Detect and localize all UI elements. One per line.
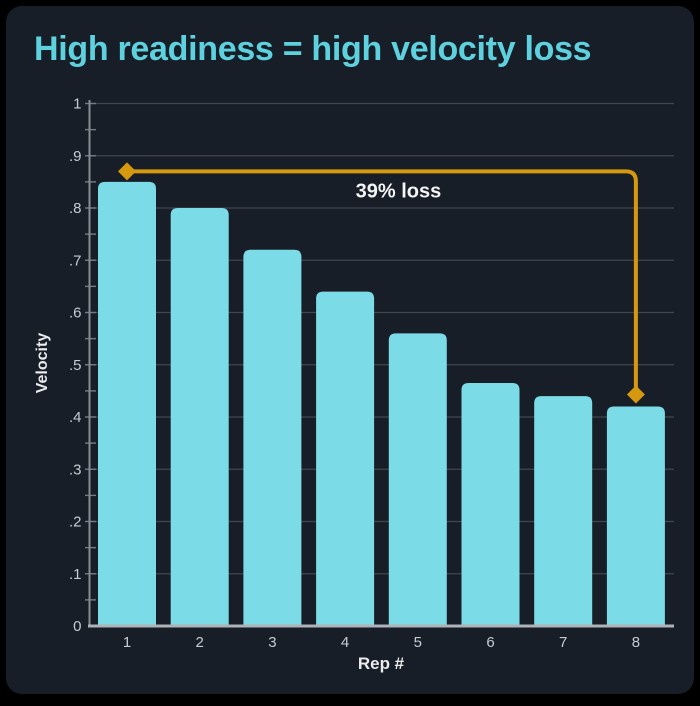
y-tick-label: .6	[69, 305, 82, 322]
chart-card: High readiness = high velocity loss 0 .1.…	[6, 6, 694, 694]
x-tick-label: 2	[196, 634, 204, 651]
bar-rep-5	[388, 333, 447, 626]
bar-rep-4	[316, 291, 375, 626]
y-tick-label: .4	[69, 409, 82, 426]
x-tick-label: 8	[632, 634, 640, 651]
x-tick-label: 4	[341, 634, 349, 651]
y-tick-label: .9	[69, 148, 82, 165]
x-tick-label: 7	[559, 634, 567, 651]
end-diamond-marker	[626, 385, 645, 404]
x-tick-label: 5	[414, 634, 422, 651]
y-tick-label: .7	[69, 252, 82, 269]
x-tick-label: 1	[123, 634, 131, 651]
loss-bracket-line	[127, 169, 638, 395]
x-tick-label: 6	[486, 634, 494, 651]
loss-annotation-label: 39% loss	[356, 180, 442, 202]
bar-rep-8	[606, 406, 665, 626]
y-tick-label: 0	[73, 618, 81, 635]
y-axis-title: Velocity	[34, 333, 51, 394]
velocity-loss-bar-chart: 0 .1 .2 .3 .4 .5 .6 .7 .8 .9 1 1 2 3 4 5 6 7 8 Velocity Rep …	[34, 96, 674, 673]
y-tick-label: .3	[69, 461, 82, 478]
y-tick-label: .2	[69, 514, 82, 531]
y-tick-label: 1	[73, 96, 81, 113]
x-tick-label: 3	[268, 634, 276, 651]
y-tick-label: .5	[69, 357, 82, 374]
chart-title: High readiness = high velocity loss	[34, 30, 592, 68]
bar-rep-7	[534, 396, 593, 626]
y-tick-label: .1	[69, 566, 82, 583]
bar-rep-1	[98, 181, 156, 626]
start-diamond-marker	[118, 162, 136, 181]
bar-rep-3	[243, 249, 302, 627]
y-tick-label: .8	[69, 200, 82, 217]
bar-rep-6	[461, 383, 520, 626]
x-axis-title: Rep #	[358, 654, 405, 673]
bar-rep-2	[170, 208, 229, 626]
